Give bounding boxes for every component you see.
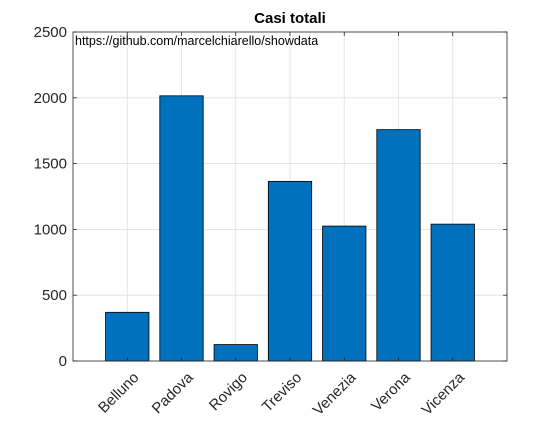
y-tick-label: 1000 [34,221,67,238]
bar-padova [159,95,204,362]
source-annotation: https://github.com/marcelchiarello/showd… [75,34,318,48]
bar-venezia [322,225,367,362]
x-tick-label: Rovigo [206,369,251,414]
x-tick-label: Padova [149,369,197,417]
x-tick-label: Treviso [259,369,305,415]
chart-title: Casi totali [254,10,326,27]
y-tick-label: 2500 [34,24,67,41]
bar-treviso [267,180,313,362]
y-tick-label: 2000 [34,90,67,107]
x-tick-label: Vicenza [418,369,468,419]
bar-belluno [105,311,150,362]
y-tick-label: 500 [42,287,67,304]
x-tick-label: Verona [368,369,414,415]
bar-verona [376,129,421,362]
bar-vicenza [430,223,475,362]
y-tick-label: 1500 [34,156,67,173]
bars [105,95,475,362]
y-tick-label: 0 [59,353,67,370]
x-tick-label: Venezia [310,369,360,419]
x-tick-label: Belluno [95,369,142,416]
